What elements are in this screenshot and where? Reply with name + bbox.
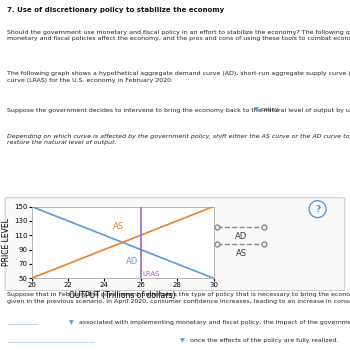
Text: ____________________________: ____________________________ — [7, 338, 94, 343]
Text: AD: AD — [235, 232, 247, 241]
Text: Should the government use monetary and fiscal policy in an effort to stabilize t: Should the government use monetary and f… — [7, 30, 350, 41]
Text: AS: AS — [236, 249, 246, 258]
X-axis label: OUTPUT (Trillions of dollars): OUTPUT (Trillions of dollars) — [69, 291, 176, 300]
Y-axis label: PRICE LEVEL: PRICE LEVEL — [2, 218, 11, 266]
Text: Suppose the government decides to intervene to bring the economy back to the nat: Suppose the government decides to interv… — [7, 107, 350, 113]
Text: 7. Use of discretionary policy to stabilize the economy: 7. Use of discretionary policy to stabil… — [7, 7, 224, 13]
Text: AD: AD — [126, 257, 138, 266]
Text: __________: __________ — [7, 320, 38, 325]
Text: associated with implementing monetary and fiscal policy, the impact of the gover: associated with implementing monetary an… — [79, 320, 350, 325]
Text: LRAS: LRAS — [142, 271, 160, 277]
Text: ▼: ▼ — [69, 320, 74, 325]
Text: AS: AS — [113, 222, 124, 231]
Text: ?: ? — [315, 205, 320, 214]
Text: The following graph shows a hypothetical aggregate demand curve (AD), short-run : The following graph shows a hypothetical… — [7, 71, 350, 83]
Text: Depending on which curve is affected by the government policy, shift either the : Depending on which curve is affected by … — [7, 134, 350, 145]
Text: Suppose that in February the government undertakes the type of policy that is ne: Suppose that in February the government … — [7, 292, 350, 304]
Text: once the effects of the policy are fully realized.: once the effects of the policy are fully… — [190, 338, 338, 343]
Text: policy.: policy. — [261, 107, 280, 112]
Text: ▼: ▼ — [180, 338, 185, 343]
Text: ▼: ▼ — [254, 107, 259, 112]
